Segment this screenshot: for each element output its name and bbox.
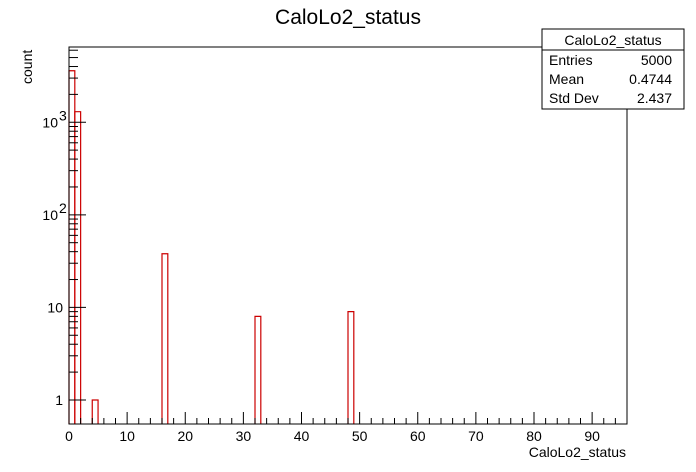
y-tick-exponent: 2 bbox=[59, 200, 67, 216]
x-tick-label: 60 bbox=[410, 428, 426, 444]
stat-label: Entries bbox=[549, 52, 593, 68]
y-tick-exponent: 3 bbox=[59, 107, 67, 123]
y-tick-label: 10 bbox=[47, 299, 63, 315]
histogram-bin bbox=[254, 315, 262, 424]
x-tick-label: 70 bbox=[468, 428, 484, 444]
x-tick-label: 50 bbox=[352, 428, 368, 444]
histogram-bars bbox=[68, 70, 355, 424]
stats-box: CaloLo2_status Entries 5000 Mean 0.4744 … bbox=[541, 28, 685, 110]
y-axis-title: count bbox=[19, 50, 35, 84]
histogram-bin bbox=[91, 399, 99, 424]
stat-value: 5000 bbox=[641, 52, 672, 68]
stats-box-frame bbox=[541, 28, 685, 110]
x-tick-label: 90 bbox=[584, 428, 600, 444]
stat-value: 0.4744 bbox=[629, 71, 672, 87]
y-tick-label: 10 bbox=[42, 207, 58, 223]
stat-value: 2.437 bbox=[637, 90, 672, 106]
x-tick-label: 30 bbox=[236, 428, 252, 444]
histogram-bin bbox=[68, 70, 76, 424]
histogram-bin bbox=[347, 311, 355, 424]
x-axis-title: CaloLo2_status bbox=[529, 444, 626, 460]
x-tick-label: 20 bbox=[177, 428, 193, 444]
histogram-bin bbox=[161, 253, 169, 424]
x-tick-label: 40 bbox=[294, 428, 310, 444]
stat-label: Std Dev bbox=[549, 90, 599, 106]
y-tick-label: 1 bbox=[55, 392, 63, 408]
x-axis: 0 10 20 30 40 50 60 70 80 90 bbox=[65, 412, 616, 444]
x-tick-label: 10 bbox=[119, 428, 135, 444]
stat-label: Mean bbox=[549, 71, 584, 87]
x-tick-label: 80 bbox=[526, 428, 542, 444]
chart-title: CaloLo2_status bbox=[275, 6, 421, 29]
stats-box-title: CaloLo2_status bbox=[564, 32, 661, 48]
x-tick-label: 0 bbox=[65, 428, 73, 444]
y-tick-label: 10 bbox=[42, 114, 58, 130]
histogram-bin bbox=[74, 111, 82, 424]
